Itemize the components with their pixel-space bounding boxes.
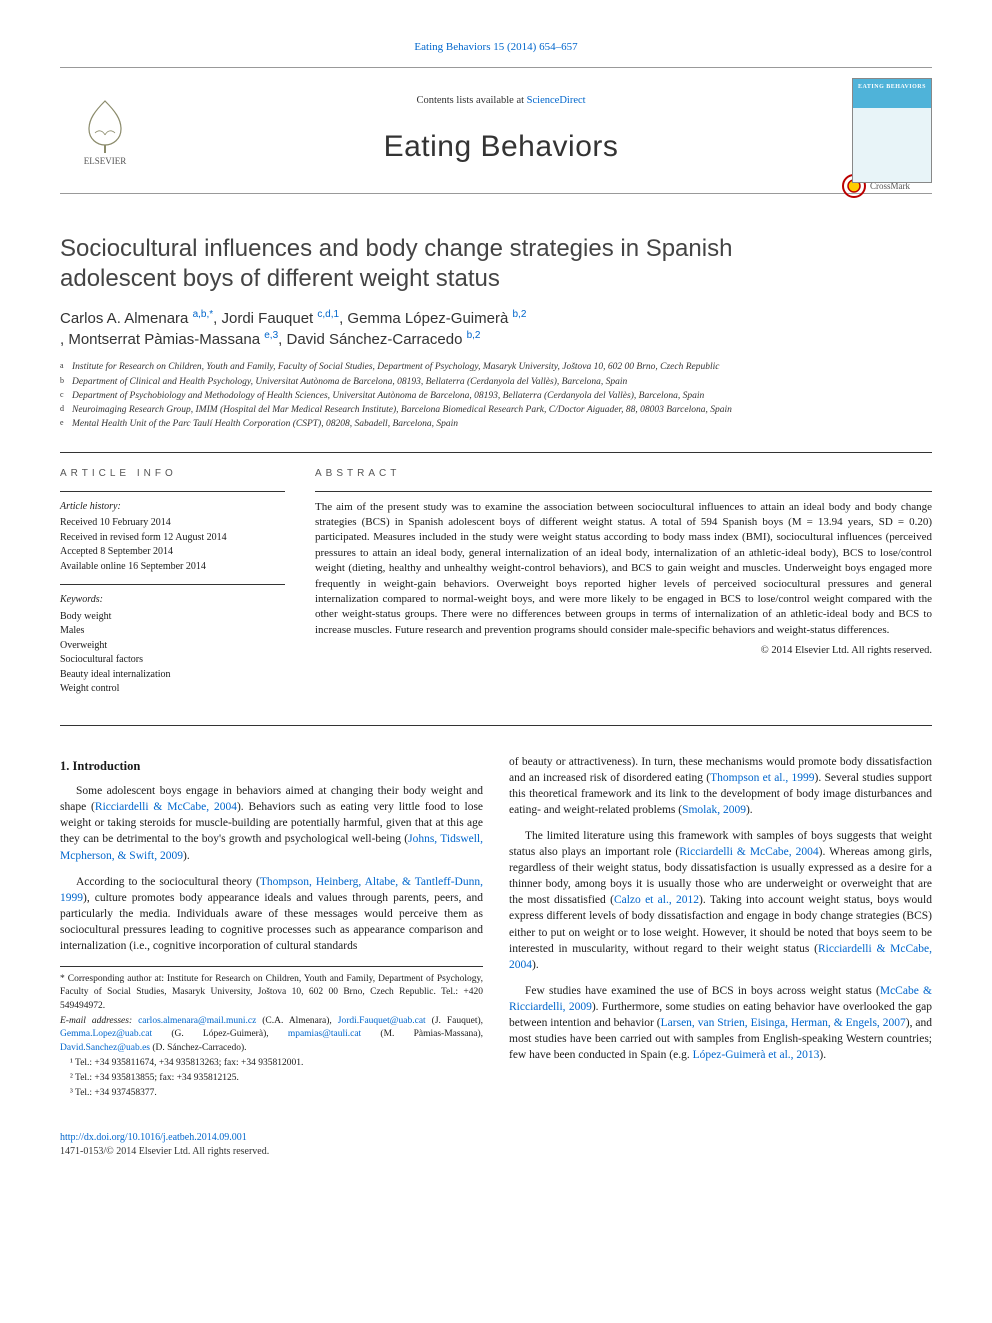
history-item: Accepted 8 September 2014 bbox=[60, 545, 285, 560]
abstract-text: The aim of the present study was to exam… bbox=[315, 491, 932, 639]
keyword: Sociocultural factors bbox=[60, 653, 285, 668]
journal-ref-link[interactable]: Eating Behaviors 15 (2014) 654–657 bbox=[414, 41, 577, 53]
citation-link[interactable]: Ricciardelli & McCabe, 2004 bbox=[679, 846, 818, 858]
doi-link[interactable]: http://dx.doi.org/10.1016/j.eatbeh.2014.… bbox=[60, 1132, 247, 1143]
article-title: Sociocultural influences and body change… bbox=[60, 234, 780, 294]
banner-center: Contents lists available at ScienceDirec… bbox=[150, 94, 852, 169]
corresponding-author: * Corresponding author at: Institute for… bbox=[60, 973, 483, 1013]
history-item: Received in revised form 12 August 2014 bbox=[60, 531, 285, 546]
email-link[interactable]: mpamias@tauli.cat bbox=[288, 1029, 361, 1039]
email-link[interactable]: carlos.almenara@mail.muni.cz bbox=[138, 1016, 256, 1026]
journal-reference: Eating Behaviors 15 (2014) 654–657 bbox=[60, 40, 932, 55]
author: Carlos A. Almenara a,b,* bbox=[60, 310, 213, 327]
tel-footnote: ³ Tel.: +34 937458377. bbox=[60, 1087, 483, 1100]
affiliation: Department of Psychobiology and Methodol… bbox=[72, 389, 704, 403]
author-list: Carlos A. Almenara a,b,*, Jordi Fauquet … bbox=[60, 308, 932, 350]
keyword: Beauty ideal internalization bbox=[60, 668, 285, 683]
abstract-copyright: © 2014 Elsevier Ltd. All rights reserved… bbox=[315, 644, 932, 659]
issn-copyright: 1471-0153/© 2014 Elsevier Ltd. All right… bbox=[60, 1146, 269, 1157]
header-banner: ELSEVIER Contents lists available at Sci… bbox=[60, 67, 932, 194]
history-label: Article history: bbox=[60, 500, 285, 515]
article-history: Article history: Received 10 February 20… bbox=[60, 491, 285, 575]
paragraph: The limited literature using this framew… bbox=[509, 828, 932, 973]
keywords-block: Keywords: Body weight Males Overweight S… bbox=[60, 584, 285, 697]
cover-title: EATING BEHAVIORS bbox=[858, 83, 926, 91]
history-item: Received 10 February 2014 bbox=[60, 516, 285, 531]
elsevier-tree-icon bbox=[75, 95, 135, 155]
email-link[interactable]: David.Sanchez@uab.es bbox=[60, 1043, 150, 1053]
publisher-logo: ELSEVIER bbox=[60, 86, 150, 176]
citation-link[interactable]: Thompson et al., 1999 bbox=[710, 772, 814, 784]
tel-footnote: ¹ Tel.: +34 935811674, +34 935813263; fa… bbox=[60, 1057, 483, 1070]
paragraph: Some adolescent boys engage in behaviors… bbox=[60, 783, 483, 863]
tel-footnote: ² Tel.: +34 935813855; fax: +34 93581212… bbox=[60, 1072, 483, 1085]
article-info-heading: article info bbox=[60, 467, 285, 481]
footnotes: * Corresponding author at: Institute for… bbox=[60, 966, 483, 1101]
keyword: Overweight bbox=[60, 639, 285, 654]
body-columns: 1. Introduction Some adolescent boys eng… bbox=[60, 754, 932, 1101]
citation-link[interactable]: Larsen, van Strien, Eisinga, Herman, & E… bbox=[661, 1017, 906, 1029]
contents-line: Contents lists available at ScienceDirec… bbox=[150, 94, 852, 109]
email-link[interactable]: Jordi.Fauquet@uab.cat bbox=[338, 1016, 426, 1026]
citation-link[interactable]: Smolak, 2009 bbox=[682, 804, 746, 816]
affiliation: Mental Health Unit of the Parc Taulí Hea… bbox=[72, 417, 458, 431]
paragraph: Few studies have examined the use of BCS… bbox=[509, 983, 932, 1063]
section-heading: 1. Introduction bbox=[60, 758, 483, 776]
citation-link[interactable]: Ricciardelli & McCabe, 2004 bbox=[95, 801, 237, 813]
affiliation: Neuroimaging Research Group, IMIM (Hospi… bbox=[72, 403, 732, 417]
history-item: Available online 16 September 2014 bbox=[60, 560, 285, 575]
paragraph: of beauty or attractiveness). In turn, t… bbox=[509, 754, 932, 818]
affiliations: aInstitute for Research on Children, You… bbox=[60, 360, 932, 431]
contents-prefix: Contents lists available at bbox=[416, 95, 526, 106]
citation-link[interactable]: Calzo et al., 2012 bbox=[614, 894, 699, 906]
abstract-column: abstract The aim of the present study wa… bbox=[315, 467, 932, 707]
keyword: Weight control bbox=[60, 682, 285, 697]
emails: E-mail addresses: carlos.almenara@mail.m… bbox=[60, 1015, 483, 1055]
author: , Montserrat Pàmias-Massana e,3 bbox=[60, 331, 278, 348]
keywords-label: Keywords: bbox=[60, 593, 285, 608]
affiliation: Institute for Research on Children, Yout… bbox=[72, 360, 720, 374]
author: , David Sánchez-Carracedo b,2 bbox=[278, 331, 480, 348]
author: , Gemma López-Guimerà b,2 bbox=[339, 310, 526, 327]
citation-link[interactable]: López-Guimerà et al., 2013 bbox=[693, 1049, 820, 1061]
affiliation: Department of Clinical and Health Psycho… bbox=[72, 375, 627, 389]
keyword: Males bbox=[60, 624, 285, 639]
sciencedirect-link[interactable]: ScienceDirect bbox=[527, 95, 586, 106]
author: , Jordi Fauquet c,d,1 bbox=[213, 310, 339, 327]
journal-cover-thumb: EATING BEHAVIORS bbox=[852, 78, 932, 183]
publisher-name: ELSEVIER bbox=[84, 155, 127, 168]
meta-abstract-row: article info Article history: Received 1… bbox=[60, 452, 932, 726]
page-footer: http://dx.doi.org/10.1016/j.eatbeh.2014.… bbox=[60, 1131, 932, 1159]
abstract-heading: abstract bbox=[315, 467, 932, 481]
keyword: Body weight bbox=[60, 610, 285, 625]
email-link[interactable]: Gemma.Lopez@uab.cat bbox=[60, 1029, 152, 1039]
paragraph: According to the sociocultural theory (T… bbox=[60, 874, 483, 954]
journal-name: Eating Behaviors bbox=[150, 126, 852, 168]
article-info-column: article info Article history: Received 1… bbox=[60, 467, 285, 707]
